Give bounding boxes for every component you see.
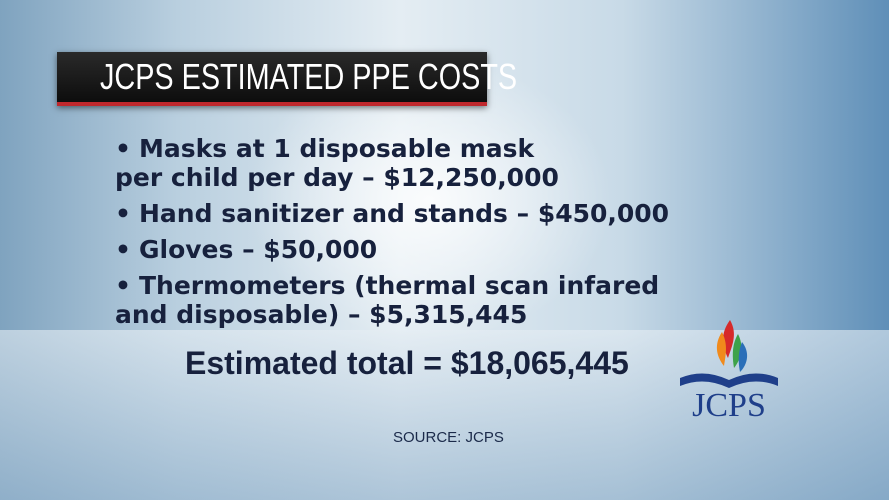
logo-text: JCPS — [692, 387, 766, 424]
flame-orange — [716, 332, 726, 366]
cost-item: Hand sanitizer and stands – $450,000 — [115, 199, 669, 228]
flame-blue — [738, 342, 748, 372]
flame-green — [732, 334, 742, 368]
line: Thermometers (thermal scan infared — [115, 271, 669, 300]
cost-item: Gloves – $50,000 — [115, 235, 669, 264]
title: JCPS ESTIMATED PPE COSTS — [100, 56, 518, 97]
logo: JCPS — [680, 320, 778, 424]
line: Gloves – $50,000 — [115, 235, 669, 264]
line: Masks at 1 disposable mask — [115, 134, 669, 163]
title-banner: JCPS ESTIMATED PPE COSTS — [57, 52, 518, 106]
total: Estimated total = $18,065,445 — [185, 345, 629, 381]
book — [680, 373, 778, 388]
line: Hand sanitizer and stands – $450,000 — [115, 199, 669, 228]
source: SOURCE: JCPS — [393, 429, 504, 446]
line: and disposable) – $5,315,445 — [115, 300, 528, 329]
line: per child per day – $12,250,000 — [115, 163, 559, 192]
